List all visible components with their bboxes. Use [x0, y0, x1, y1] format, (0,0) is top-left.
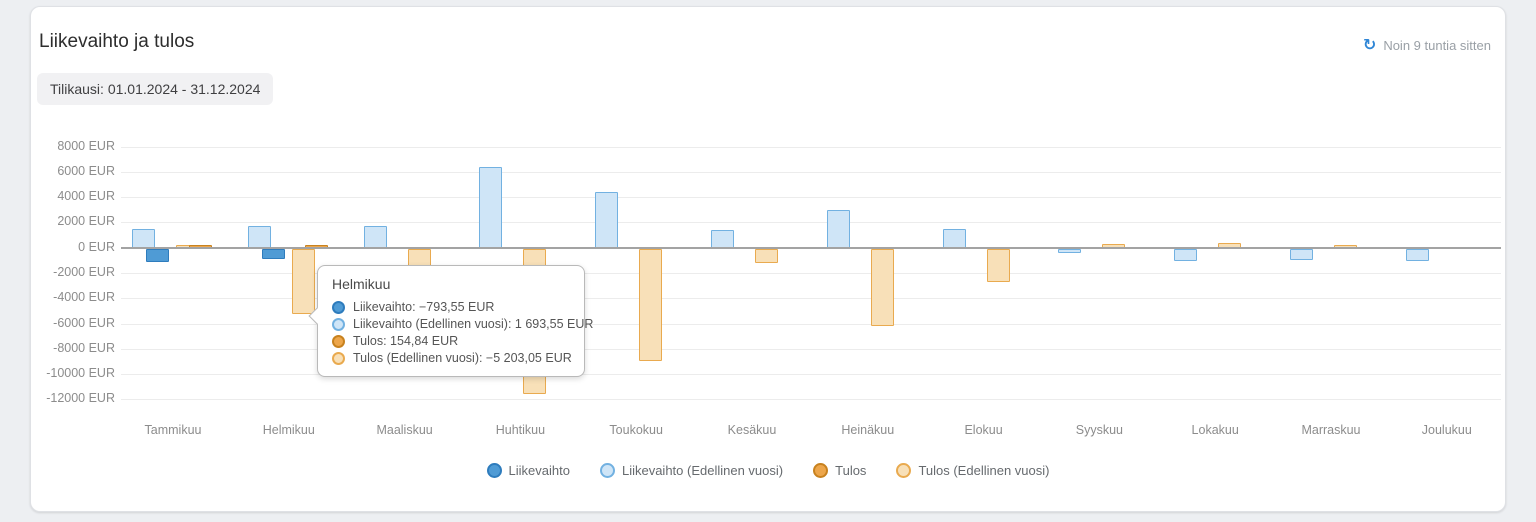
x-axis-tick-label: Lokakuu	[1191, 423, 1239, 437]
y-axis-tick-label: 2000 EUR	[57, 214, 115, 229]
gridline	[121, 298, 1501, 300]
x-axis-tick-label: Syyskuu	[1075, 423, 1124, 437]
tooltip-value-text: Liikevaihto: −793,55 EUR	[353, 300, 495, 314]
y-axis-tick-label: -4000 EUR	[53, 290, 115, 305]
gridline	[121, 348, 1501, 350]
legend-swatch-icon	[486, 463, 502, 478]
y-axis-tick-label: -12000 EUR	[46, 391, 115, 406]
bar-revenue_prev-maaliskuu[interactable]	[363, 226, 387, 248]
bar-revenue_prev-toukokuu[interactable]	[595, 191, 619, 248]
bar-result_prev-kesäkuu[interactable]	[755, 248, 778, 264]
fiscal-period-badge: Tilikausi: 01.01.2024 - 31.12.2024	[37, 73, 274, 105]
x-axis-tick-label: Helmikuu	[262, 423, 315, 437]
y-axis-tick-label: 6000 EUR	[57, 163, 115, 178]
bar-revenue_prev-huhtikuu[interactable]	[479, 166, 503, 248]
legend-label: Tulos	[835, 463, 867, 478]
bar-revenue_prev-kesäkuu[interactable]	[711, 229, 734, 248]
bar-revenue_prev-lokakuu[interactable]	[1174, 248, 1198, 262]
gridline	[121, 323, 1501, 325]
legend-label: Tulos (Edellinen vuosi)	[918, 463, 1050, 478]
tooltip-row: Tulos (Edellinen vuosi): −5 203,05 EUR	[332, 351, 572, 365]
bar-result_prev-toukokuu[interactable]	[639, 248, 663, 362]
y-axis-tick-label: -2000 EUR	[53, 264, 115, 279]
bar-result_prev-heinäkuu[interactable]	[870, 248, 894, 326]
bar-result_prev-elokuu[interactable]	[986, 248, 1010, 282]
tooltip-value-text: Tulos: 154,84 EUR	[353, 334, 459, 348]
bar-revenue_prev-marraskuu[interactable]	[1290, 248, 1313, 260]
x-axis-tick-label: Toukokuu	[609, 423, 663, 437]
x-axis-tick-label: Heinäkuu	[841, 423, 895, 437]
legend-label: Liikevaihto (Edellinen vuosi)	[621, 463, 784, 478]
page-title: Liikevaihto ja tulos	[39, 31, 195, 52]
y-axis-tick-label: 8000 EUR	[57, 138, 115, 153]
gridline	[121, 374, 1501, 376]
bar-revenue-tammikuu[interactable]	[146, 248, 169, 262]
y-axis-tick-label: 4000 EUR	[57, 189, 115, 204]
bar-revenue_prev-heinäkuu[interactable]	[826, 210, 850, 248]
tooltip-value-text: Liikevaihto (Edellinen vuosi): 1 693,55 …	[353, 317, 594, 331]
tooltip-row: Liikevaihto (Edellinen vuosi): 1 693,55 …	[332, 317, 593, 331]
legend-item-revenue[interactable]: Liikevaihto	[486, 463, 570, 478]
last-updated-text: Noin 9 tuntia sitten	[1383, 37, 1491, 53]
chart-tooltip: Helmikuu Liikevaihto: −793,55 EUR Liikeva…	[308, 265, 593, 377]
y-axis-tick-label: -8000 EUR	[53, 340, 115, 355]
chart-legend: Liikevaihto Liikevaihto (Edellinen vuosi)…	[31, 463, 1505, 478]
x-axis-tick-label: Elokuu	[964, 423, 1003, 437]
legend-label: Liikevaihto	[508, 463, 570, 478]
gridline	[121, 171, 1501, 173]
bar-result_prev-helmikuu[interactable]	[291, 248, 315, 315]
y-axis-tick-label: -6000 EUR	[53, 315, 115, 330]
revenue-chart-card: Liikevaihto ja tulos ↻ Noin 9 tuntia sit…	[30, 6, 1506, 512]
bar-revenue-helmikuu[interactable]	[261, 248, 285, 259]
x-axis-tick-label: Tammikuu	[144, 423, 202, 437]
refresh-row: ↻ Noin 9 tuntia sitten	[1363, 37, 1491, 53]
x-axis-tick-label: Joulukuu	[1421, 423, 1472, 437]
gridline	[121, 197, 1501, 199]
y-axis-tick-label: -10000 EUR	[46, 366, 115, 381]
bar-revenue_prev-syyskuu[interactable]	[1058, 248, 1082, 254]
tooltip-row: Liikevaihto: −793,55 EUR	[332, 300, 570, 314]
gridline	[121, 222, 1501, 224]
tooltip-swatch-icon	[332, 334, 345, 348]
x-axis-tick-label: Maaliskuu	[376, 423, 433, 437]
gridline	[121, 146, 1501, 148]
tooltip-row: Tulos: 154,84 EUR	[332, 334, 570, 348]
tooltip-swatch-icon	[332, 317, 345, 331]
bar-revenue_prev-tammikuu[interactable]	[132, 228, 155, 248]
legend-swatch-icon	[896, 463, 912, 478]
bar-revenue_prev-helmikuu[interactable]	[247, 226, 271, 248]
gridline	[121, 399, 1501, 401]
x-axis-tick-label: Marraskuu	[1301, 423, 1361, 437]
tooltip-swatch-icon	[332, 300, 345, 314]
tooltip-title: Helmikuu	[332, 276, 391, 292]
legend-item-revenue_prev[interactable]: Liikevaihto (Edellinen vuosi)	[599, 463, 784, 478]
legend-item-result[interactable]: Tulos	[813, 463, 866, 478]
x-axis-tick-label: Kesäkuu	[727, 423, 777, 437]
legend-swatch-icon	[813, 463, 829, 478]
legend-swatch-icon	[599, 463, 615, 478]
tooltip-swatch-icon	[332, 351, 345, 365]
zero-axis-line	[121, 246, 1501, 249]
refresh-icon[interactable]: ↻	[1362, 35, 1377, 54]
x-axis-tick-label: Huhtikuu	[495, 423, 546, 437]
y-axis-tick-label: 0 EUR	[78, 239, 115, 254]
tooltip-value-text: Tulos (Edellinen vuosi): −5 203,05 EUR	[353, 351, 572, 365]
bar-revenue_prev-joulukuu[interactable]	[1405, 248, 1429, 261]
gridline	[121, 272, 1501, 274]
bar-revenue_prev-elokuu[interactable]	[942, 229, 966, 248]
legend-item-result_prev[interactable]: Tulos (Edellinen vuosi)	[896, 463, 1049, 478]
